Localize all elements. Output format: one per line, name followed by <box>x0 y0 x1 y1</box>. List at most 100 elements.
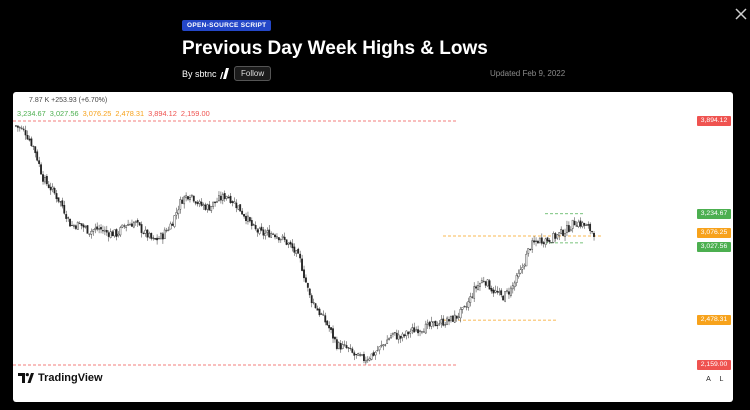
candle-body <box>399 335 402 339</box>
candle-body <box>129 224 131 226</box>
candle-body <box>26 135 29 140</box>
candle-body <box>378 346 381 351</box>
candle-body <box>88 233 91 235</box>
candle-body <box>448 319 450 322</box>
candle-body <box>421 331 423 333</box>
page-title: Previous Day Week Highs & Lows <box>182 38 488 59</box>
log-scale-button[interactable]: L <box>719 376 724 383</box>
candle-body <box>134 221 137 223</box>
candle-body <box>566 225 568 233</box>
candle-body <box>113 229 116 237</box>
candle-body <box>479 283 481 287</box>
candle-body <box>100 227 102 230</box>
candle-body <box>359 354 361 356</box>
candle-body <box>150 232 153 239</box>
candle-body <box>38 160 41 164</box>
candle-body <box>473 286 476 299</box>
candle-body <box>417 329 419 334</box>
candle-body <box>523 264 526 267</box>
author-link[interactable]: By sbtnc <box>182 69 217 79</box>
candle-body <box>243 214 245 217</box>
candle-body <box>480 280 483 284</box>
candle-body <box>314 303 317 309</box>
candle-body <box>353 352 356 356</box>
auto-scale-button[interactable]: A <box>706 376 711 383</box>
candle-body <box>511 285 514 290</box>
candle-body <box>121 224 124 228</box>
candle-body <box>577 221 580 228</box>
candle-body <box>490 288 493 292</box>
candle-body <box>69 218 71 227</box>
candle-body <box>18 127 21 129</box>
candle-body <box>409 331 412 334</box>
candle-body <box>285 239 288 245</box>
pen-icon <box>220 68 229 79</box>
candle-body <box>152 237 155 239</box>
candle-body <box>198 201 201 204</box>
candle-body <box>61 200 64 207</box>
candle-body <box>98 228 100 230</box>
close-icon[interactable] <box>733 6 749 22</box>
candle-body <box>322 314 325 316</box>
candle-body <box>525 253 528 267</box>
candle-body <box>494 290 497 293</box>
candle-body <box>436 325 439 327</box>
candle-body <box>459 309 462 319</box>
candle-body <box>438 323 441 325</box>
candle-body <box>440 319 443 324</box>
candle-body <box>562 229 564 236</box>
candle-body <box>216 201 218 203</box>
candle-body <box>370 353 373 360</box>
candle-body <box>593 232 595 237</box>
candle-body <box>393 332 396 334</box>
candle-body <box>190 194 193 197</box>
candle-body <box>384 344 387 346</box>
candle-body <box>274 234 276 238</box>
candle-body <box>227 197 230 199</box>
candle-body <box>167 229 170 231</box>
candle-body <box>488 280 491 290</box>
open-source-badge: OPEN-SOURCE SCRIPT <box>182 20 272 31</box>
candle-body <box>101 230 104 232</box>
candle-body <box>450 315 452 321</box>
follow-button[interactable]: Follow <box>234 66 272 81</box>
candle-body <box>500 290 503 296</box>
candle-body <box>196 202 199 205</box>
candle-body <box>142 232 145 234</box>
tradingview-icon <box>18 372 34 383</box>
candle-body <box>457 316 460 318</box>
legend-value: 2,478.31 <box>115 109 145 118</box>
candle-body <box>219 195 222 201</box>
candle-body <box>355 354 358 356</box>
candle-body <box>30 138 33 146</box>
candle-body <box>569 229 572 232</box>
candle-body <box>96 226 99 230</box>
candle-body <box>119 227 122 236</box>
candle-body <box>179 199 182 210</box>
candle-body <box>419 330 421 332</box>
candle-body <box>194 201 197 204</box>
candle-body <box>571 219 574 229</box>
candle-body <box>411 327 414 331</box>
candle-body <box>138 222 141 226</box>
candle-body <box>51 186 54 190</box>
candle-body <box>156 237 158 241</box>
candle-body <box>258 228 261 234</box>
price-chart[interactable] <box>13 92 691 402</box>
candle-body <box>63 205 66 214</box>
candle-body <box>299 253 302 259</box>
candle-body <box>515 275 518 283</box>
candle-body <box>44 177 46 183</box>
candle-body <box>208 204 211 211</box>
candle-body <box>279 238 282 241</box>
candle-body <box>424 323 427 334</box>
chart-card[interactable] <box>13 92 733 402</box>
tradingview-wordmark: TradingView <box>38 371 103 384</box>
candle-body <box>430 321 433 327</box>
candle-body <box>277 237 280 241</box>
candle-body <box>111 231 114 237</box>
price-tag: 2,478.31 <box>697 315 731 326</box>
candle-body <box>49 186 52 191</box>
candle-body <box>349 348 352 350</box>
candle-body <box>330 327 332 330</box>
